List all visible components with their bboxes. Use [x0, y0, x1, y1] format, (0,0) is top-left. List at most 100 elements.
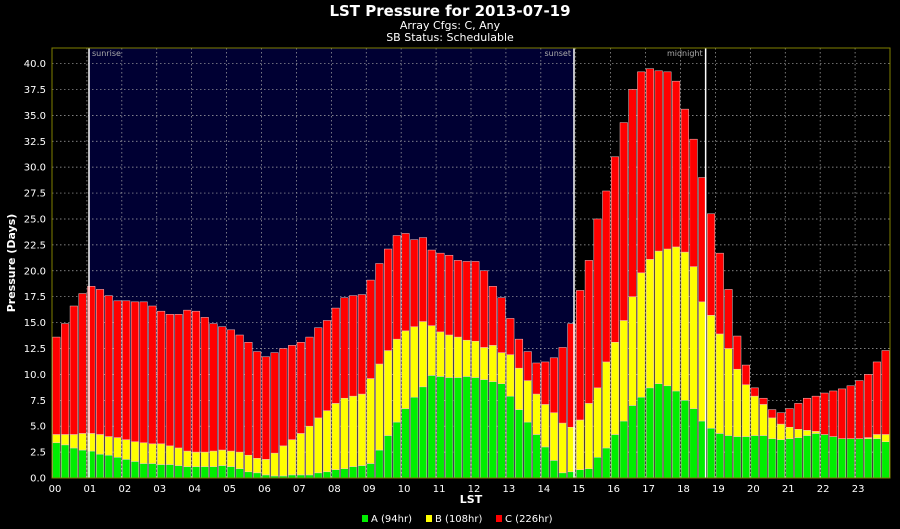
bar-segment-c — [820, 392, 829, 435]
bar-segment-c — [226, 329, 235, 452]
bar-segment-c — [218, 326, 227, 451]
chart-subtitle-array-cfgs: Array Cfgs: C, Any — [400, 19, 501, 32]
bar-segment-c — [157, 310, 166, 445]
x-tick-label: 09 — [363, 484, 376, 495]
bar-segment-b — [174, 447, 183, 466]
bar-segment-c — [261, 356, 270, 460]
bar-segment-c — [305, 336, 314, 427]
bar-segment-b — [776, 423, 785, 440]
bar-segment-c — [637, 71, 646, 274]
bar-segment-a — [427, 375, 436, 479]
sunset-label: sunset — [544, 49, 571, 58]
x-tick-label: 14 — [537, 484, 550, 495]
y-tick-label: 15.0 — [24, 318, 46, 329]
bar-segment-a — [741, 436, 750, 479]
bar-segment-b — [611, 342, 620, 435]
bar-segment-a — [174, 465, 183, 479]
x-tick-label: 21 — [782, 484, 795, 495]
bar-segment-c — [436, 252, 445, 333]
y-tick-label: 17.5 — [24, 292, 46, 303]
bar-segment-b — [165, 445, 174, 465]
bar-segment-b — [375, 363, 384, 451]
bar-segment-b — [881, 434, 890, 442]
bar-segment-a — [811, 433, 820, 479]
bar-segment-c — [864, 374, 873, 438]
bar-segment-a — [855, 438, 864, 479]
bar-segment-a — [349, 466, 358, 479]
bar-segment-a — [61, 444, 70, 479]
chart-title: LST Pressure for 2013-07-19 — [329, 2, 570, 20]
bar-segment-b — [235, 451, 244, 469]
bar-segment-b — [130, 441, 139, 462]
legend: A (94hr) B (108hr) C (226hr) — [362, 514, 553, 525]
bar-segment-c — [855, 380, 864, 439]
bar-segment-c — [523, 351, 532, 381]
bar-segment-c — [52, 336, 61, 435]
sunrise-label: sunrise — [92, 49, 121, 58]
bar-segment-c — [270, 352, 279, 454]
y-tick-label: 27.5 — [24, 189, 46, 200]
bar-segment-c — [567, 323, 576, 428]
bar-segment-a — [584, 468, 593, 479]
bar-segment-b — [322, 410, 331, 473]
bar-segment-c — [192, 310, 201, 453]
plot-frame — [51, 47, 891, 479]
bar-segment-c — [759, 397, 768, 405]
y-tick-label: 32.5 — [24, 137, 46, 148]
bar-segment-c — [541, 361, 550, 405]
bar-segment-a — [200, 466, 209, 479]
bar-segment-c — [296, 342, 305, 434]
bar-segment-b — [785, 426, 794, 439]
bar-segment-a — [576, 469, 585, 479]
legend-label-b: B (108hr) — [435, 514, 482, 525]
bar-segment-c — [340, 297, 349, 399]
bar-segment-c — [87, 286, 96, 434]
bar-segment-a — [707, 428, 716, 479]
bar-segment-a — [654, 383, 663, 479]
bar-segment-b — [549, 412, 558, 461]
bar-segment-a — [637, 396, 646, 479]
bar-segment-a — [453, 377, 462, 479]
annotations: sunrise sunset midnight — [88, 48, 707, 478]
legend-swatch-a — [362, 515, 368, 522]
bar-segment-a — [130, 461, 139, 479]
y-tick-label: 25.0 — [24, 214, 46, 225]
bar-segment-b — [69, 434, 78, 449]
bar-segment-c — [532, 362, 541, 395]
bar-segment-a — [602, 447, 611, 479]
bar-segment-a — [759, 435, 768, 479]
bar-segment-b — [104, 436, 113, 456]
bar-segment-b — [139, 442, 148, 464]
bar-segment-c — [322, 320, 331, 411]
bar-segment-c — [279, 348, 288, 447]
bar-segment-b — [619, 320, 628, 422]
x-axis-ticks: 00 01 02 03 04 05 06 07 08 09 10 11 12 13 14 15 16 17 18 19… — [49, 484, 865, 495]
bar-segment-c — [392, 235, 401, 340]
bar-segment-c — [707, 213, 716, 316]
bar-segment-a — [549, 460, 558, 479]
x-tick-label: 22 — [817, 484, 830, 495]
bar-segment-a — [837, 438, 847, 479]
bar-segment-a — [523, 421, 532, 479]
bar-segment-c — [611, 156, 620, 343]
x-tick-label: 10 — [398, 484, 411, 495]
bar-segment-b — [279, 445, 288, 477]
bar-segment-c — [78, 293, 87, 434]
bar-segment-c — [602, 190, 611, 363]
bar-segment-c — [872, 361, 881, 435]
bar-segment-c — [183, 309, 192, 452]
bar-segment-b — [768, 417, 777, 439]
bar-segment-a — [733, 436, 742, 479]
x-tick-label: 01 — [84, 484, 97, 495]
bar-segment-a — [410, 396, 419, 479]
legend-swatch-c — [496, 515, 502, 522]
bar-segment-a — [794, 437, 803, 479]
bar-segment-c — [549, 357, 558, 413]
bar-segment-b — [113, 437, 122, 458]
bar-segment-a — [872, 438, 881, 479]
bar-segment-c — [104, 295, 113, 437]
bar-segment-c — [401, 233, 410, 332]
x-axis-label: LST — [460, 493, 483, 506]
y-tick-label: 20.0 — [24, 266, 46, 277]
x-tick-label: 05 — [223, 484, 236, 495]
